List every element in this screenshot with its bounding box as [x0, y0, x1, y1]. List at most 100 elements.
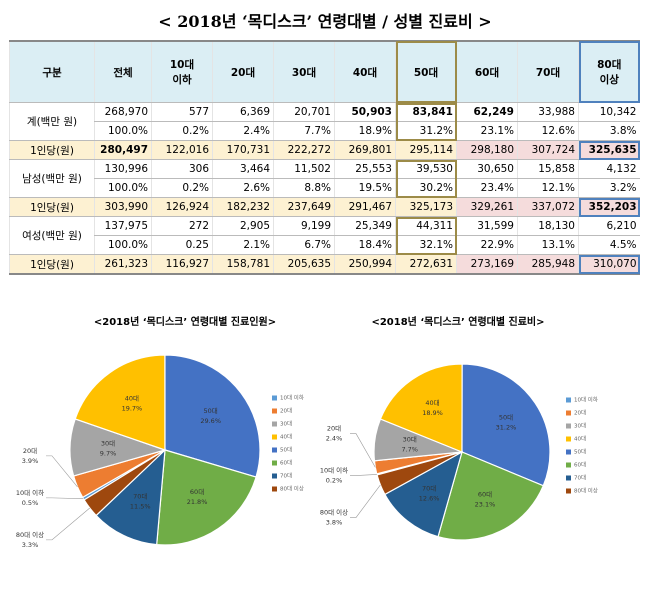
header-cell: 10대 이하	[151, 40, 213, 103]
slice-value: 2.4%	[326, 435, 343, 443]
cell: 269,801	[334, 140, 396, 160]
cell: 122,016	[151, 140, 213, 160]
cell: 325,173	[395, 197, 457, 217]
row-label: 1인당(원)	[9, 197, 95, 217]
cell: 3,464	[212, 159, 274, 179]
cell: 18.4%	[334, 235, 396, 255]
legend-label: 20대	[280, 407, 292, 415]
legend-swatch	[566, 410, 571, 416]
legend-swatch	[272, 395, 277, 401]
amount-row: 남성(백만 원) 130,996 306 3,464 11,502 25,553 39,53…	[9, 159, 640, 198]
per-capita-row: 1인당(원) 303,990 126,924 182,232 237,649 291,46…	[9, 197, 640, 217]
per-capita-row: 1인당(원) 280,497 122,016 170,731 222,272 269,80…	[9, 140, 640, 160]
slice-label: 10대 이하	[16, 488, 44, 497]
legend-label: 70대	[574, 474, 586, 482]
cell: 50,903	[334, 102, 396, 122]
cell: 295,114	[395, 140, 457, 160]
legend-label: 50대	[280, 446, 292, 454]
pie-slice	[379, 363, 463, 453]
cell: 325,635	[578, 140, 640, 160]
cell: 31.2%	[395, 121, 457, 141]
legend-label: 50대	[574, 448, 586, 456]
share-row: 100.0% 0.2% 2.6% 8.8% 19.5% 30.2% 23.4% 12.1% 3.…	[10, 178, 640, 198]
header-cell: 20대	[212, 40, 274, 103]
cell: 285,948	[517, 254, 579, 275]
page-title: < 2018년 ‘목디스크’ 연령대별 / 성별 진료비 >	[158, 12, 492, 31]
cell: 4,132	[578, 159, 640, 179]
slice-label: 80대 이상	[320, 508, 348, 517]
cell: 12.1%	[517, 178, 579, 198]
leader-line	[46, 497, 84, 499]
header-cell: 60대	[456, 40, 518, 103]
legend-label: 20대	[574, 409, 586, 417]
legend-label: 40대	[574, 435, 586, 443]
cell: 33,988	[517, 102, 579, 122]
slice-label: 40대	[425, 399, 439, 407]
row-label: 1인당(원)	[9, 140, 95, 160]
leader-line	[350, 484, 381, 518]
cell: 222,272	[273, 140, 335, 160]
cell: 158,781	[212, 254, 274, 275]
cell: 250,994	[334, 254, 396, 275]
slice-label: 70대	[133, 492, 147, 500]
legend-label: 80대 이상	[574, 487, 598, 495]
slice-label: 50대	[499, 414, 513, 422]
slice-value: 12.6%	[419, 494, 440, 502]
slice-value: 18.9%	[422, 409, 443, 417]
cell: 310,070	[578, 254, 640, 275]
slice-value: 11.5%	[130, 502, 151, 510]
header-cell: 40대	[334, 40, 396, 103]
cell: 137,975	[94, 216, 152, 236]
legend-swatch	[566, 488, 571, 494]
cell: 100.0%	[94, 235, 152, 255]
slice-label: 50대	[204, 407, 218, 415]
amount-row: 계(백만 원) 268,970 577 6,369 20,701 50,903 83,841…	[9, 102, 640, 141]
share-row: 100.0% 0.25 2.1% 6.7% 18.4% 32.1% 22.9% 13.1% 4.…	[10, 235, 640, 255]
slice-value: 29.6%	[200, 417, 221, 425]
legend-swatch	[272, 473, 277, 479]
slice-value: 23.1%	[475, 501, 496, 509]
slice-value: 19.7%	[122, 405, 143, 413]
cell: 100.0%	[94, 178, 152, 198]
per-capita-row: 1인당(원) 261,323 116,927 158,781 205,635 250,99…	[9, 254, 640, 275]
legend-label: 10대 이하	[574, 396, 598, 404]
slice-value: 3.9%	[22, 457, 39, 465]
legend-label: 70대	[280, 472, 292, 480]
legend-swatch	[272, 408, 277, 414]
legend-swatch	[566, 449, 571, 455]
pie-slice	[384, 450, 463, 538]
row-label: 계(백만 원)	[9, 102, 95, 141]
cell: 329,261	[456, 197, 518, 217]
cell: 116,927	[151, 254, 213, 275]
leader-line	[350, 474, 377, 476]
header-cell: 80대 이상	[578, 40, 640, 103]
pie-slice	[156, 449, 257, 546]
slice-label: 20대	[327, 425, 341, 433]
cell: 170,731	[212, 140, 274, 160]
legend-label: 30대	[280, 420, 292, 428]
cell: 3.2%	[578, 178, 640, 198]
cell: 306	[151, 159, 213, 179]
cell: 22.9%	[456, 235, 518, 255]
cell: 268,970	[94, 102, 152, 122]
slice-value: 3.8%	[326, 519, 343, 527]
cell: 126,924	[151, 197, 213, 217]
leader-line	[46, 507, 90, 541]
row-label: 남성(백만 원)	[9, 159, 95, 198]
slice-value: 3.3%	[22, 541, 39, 549]
pie-slice	[437, 451, 545, 541]
legend-swatch	[566, 397, 571, 403]
legend-label: 10대 이하	[280, 394, 304, 402]
legend-label: 60대	[574, 461, 586, 469]
pie-slice	[164, 354, 261, 478]
share-row: 100.0% 0.2% 2.4% 7.7% 18.9% 31.2% 23.1% 12.6% 3.…	[10, 121, 640, 141]
slice-value: 21.8%	[187, 498, 208, 506]
header-row: 구분 전체 10대 이하 20대 30대 40대 50대 60대 70대 80대 이상	[9, 40, 640, 103]
slice-label: 70대	[422, 484, 436, 492]
slice-label: 60대	[478, 491, 492, 499]
slice-value: 31.2%	[496, 424, 517, 432]
cell: 0.25	[151, 235, 213, 255]
legend-swatch	[272, 486, 277, 492]
slice-label: 30대	[101, 439, 115, 447]
